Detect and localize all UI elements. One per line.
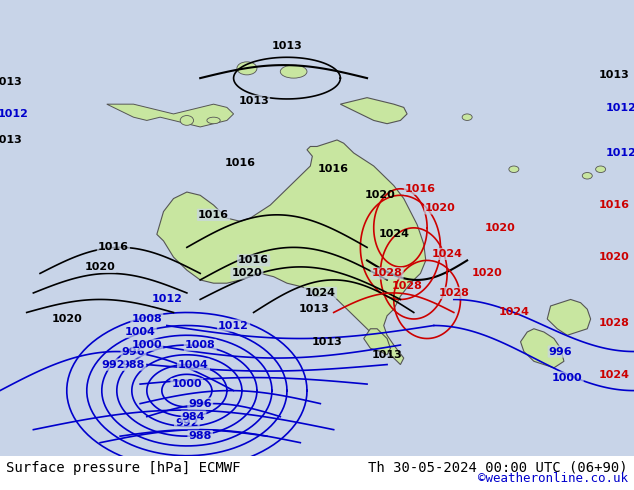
Polygon shape bbox=[364, 329, 391, 355]
Text: 1013: 1013 bbox=[312, 337, 342, 347]
Text: 988: 988 bbox=[122, 360, 145, 369]
Ellipse shape bbox=[237, 62, 257, 75]
Text: 1020: 1020 bbox=[472, 269, 503, 278]
Text: 992: 992 bbox=[175, 418, 198, 428]
Text: 1004: 1004 bbox=[125, 327, 155, 337]
Text: 1020: 1020 bbox=[598, 252, 630, 263]
Text: 1024: 1024 bbox=[498, 308, 529, 318]
Text: 1024: 1024 bbox=[598, 369, 630, 380]
Text: 1028: 1028 bbox=[392, 281, 422, 292]
Text: 1024: 1024 bbox=[432, 249, 463, 259]
Text: 1013: 1013 bbox=[271, 41, 302, 50]
Text: 1013: 1013 bbox=[298, 304, 329, 315]
Text: 1020: 1020 bbox=[231, 269, 262, 278]
Text: 1020: 1020 bbox=[425, 203, 456, 213]
Ellipse shape bbox=[462, 114, 472, 121]
Text: 996: 996 bbox=[122, 346, 145, 357]
Text: 1013: 1013 bbox=[238, 96, 269, 106]
Text: Surface pressure [hPa] ECMWF: Surface pressure [hPa] ECMWF bbox=[6, 461, 241, 475]
Text: 1016: 1016 bbox=[198, 210, 229, 220]
Text: 1004: 1004 bbox=[178, 360, 209, 369]
Text: 1013: 1013 bbox=[372, 350, 403, 360]
Text: 1013: 1013 bbox=[598, 70, 630, 80]
Text: 1024: 1024 bbox=[305, 288, 336, 298]
Text: 996: 996 bbox=[188, 399, 212, 409]
Ellipse shape bbox=[595, 166, 605, 172]
Text: 992: 992 bbox=[101, 360, 125, 369]
Text: 1013: 1013 bbox=[0, 76, 22, 87]
Ellipse shape bbox=[280, 65, 307, 78]
Text: Th 30-05-2024 00:00 UTC (06+90): Th 30-05-2024 00:00 UTC (06+90) bbox=[368, 461, 628, 475]
Text: 1020: 1020 bbox=[485, 223, 516, 233]
Text: 996: 996 bbox=[549, 346, 573, 357]
Text: 1020: 1020 bbox=[85, 262, 115, 272]
Text: 1028: 1028 bbox=[372, 269, 403, 278]
Text: 1016: 1016 bbox=[318, 164, 349, 174]
Text: 1020: 1020 bbox=[51, 314, 82, 324]
Text: 988: 988 bbox=[188, 431, 212, 441]
Text: 1016: 1016 bbox=[598, 200, 630, 210]
Text: 1016: 1016 bbox=[238, 255, 269, 266]
Text: ©weatheronline.co.uk: ©weatheronline.co.uk bbox=[477, 472, 628, 485]
Text: 984: 984 bbox=[182, 412, 205, 421]
Text: 1020: 1020 bbox=[365, 190, 396, 200]
Text: 1012: 1012 bbox=[0, 109, 29, 119]
Polygon shape bbox=[107, 104, 233, 127]
Text: 1012: 1012 bbox=[605, 103, 634, 113]
Polygon shape bbox=[521, 329, 564, 368]
Text: 1008: 1008 bbox=[131, 314, 162, 324]
Ellipse shape bbox=[180, 116, 193, 125]
Text: 1012: 1012 bbox=[605, 148, 634, 158]
Text: 1028: 1028 bbox=[598, 318, 630, 327]
Polygon shape bbox=[547, 299, 591, 335]
Polygon shape bbox=[157, 140, 426, 365]
Text: 1016: 1016 bbox=[405, 184, 436, 194]
Ellipse shape bbox=[582, 172, 592, 179]
Polygon shape bbox=[340, 98, 407, 123]
Text: 1013: 1013 bbox=[0, 135, 22, 145]
Text: 1000: 1000 bbox=[131, 340, 162, 350]
Text: 1024: 1024 bbox=[378, 229, 410, 239]
Text: 1000: 1000 bbox=[172, 379, 202, 389]
Text: 1016: 1016 bbox=[224, 158, 256, 168]
Ellipse shape bbox=[509, 166, 519, 172]
Ellipse shape bbox=[207, 117, 220, 123]
Text: 1008: 1008 bbox=[185, 340, 216, 350]
Text: 1000: 1000 bbox=[552, 372, 583, 383]
Text: 1016: 1016 bbox=[98, 243, 129, 252]
Text: 1028: 1028 bbox=[438, 288, 469, 298]
Text: 1012: 1012 bbox=[152, 294, 183, 304]
Text: 1012: 1012 bbox=[218, 320, 249, 330]
